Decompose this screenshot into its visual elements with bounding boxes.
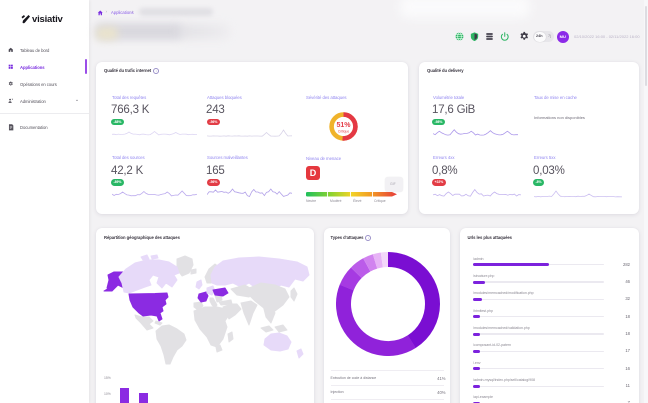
svg-text:Critique: Critique	[338, 129, 350, 133]
svg-text:51%: 51%	[336, 122, 351, 129]
